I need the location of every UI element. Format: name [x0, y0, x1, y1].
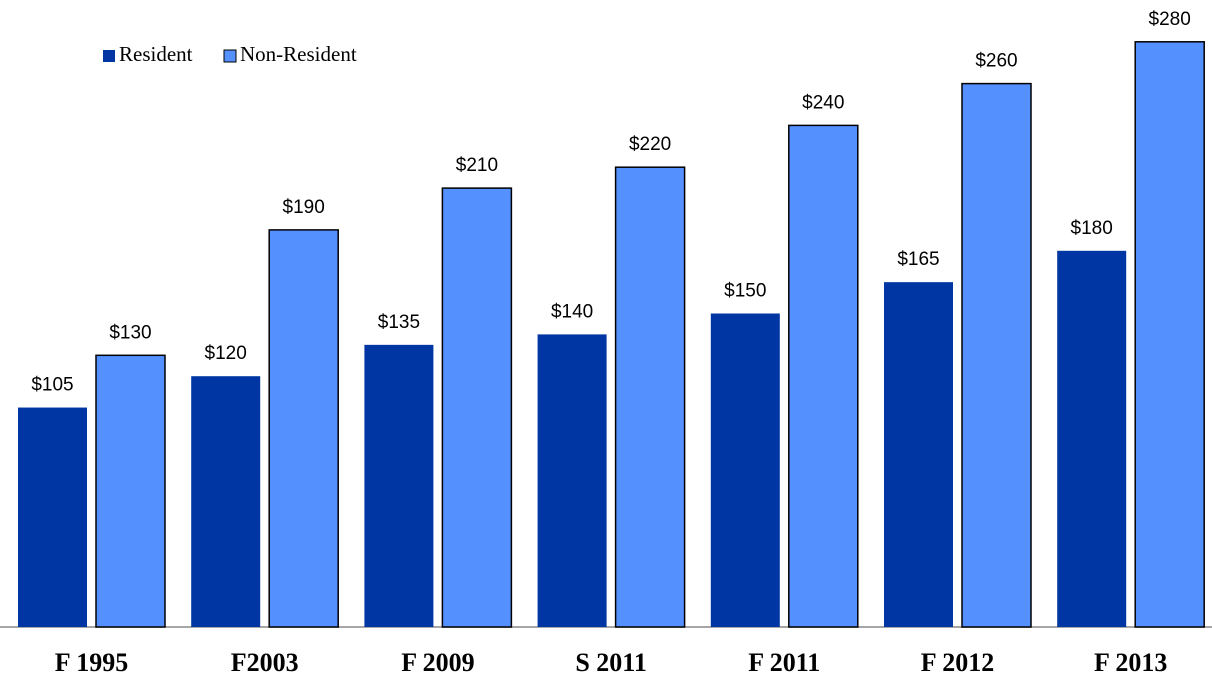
- bar: [364, 344, 434, 627]
- bar: [884, 282, 953, 627]
- data-label: $220: [629, 134, 671, 155]
- bar: [18, 407, 87, 627]
- bar: [961, 82, 1032, 628]
- data-label: $190: [283, 197, 325, 218]
- bar: [441, 187, 513, 628]
- x-tick-label: F 2012: [921, 648, 994, 677]
- bar: [1134, 41, 1205, 628]
- x-tick-label: F 1995: [55, 648, 128, 677]
- bar: [788, 124, 859, 628]
- data-label: $165: [897, 249, 939, 270]
- data-label: $180: [1071, 218, 1113, 239]
- bar: [537, 334, 607, 627]
- x-tick-label: F 2009: [401, 648, 474, 677]
- legend-label: Resident: [119, 42, 193, 66]
- data-label: $130: [109, 322, 151, 343]
- data-label: $240: [802, 92, 844, 113]
- data-label: $105: [31, 375, 73, 396]
- data-label: $210: [456, 155, 498, 176]
- bar: [268, 229, 339, 628]
- bar: [95, 354, 166, 628]
- bar: [614, 166, 686, 628]
- data-label: $280: [1149, 9, 1191, 30]
- legend-label: Non-Resident: [240, 42, 357, 66]
- data-label: $150: [724, 281, 766, 302]
- x-tick-label: S 2011: [575, 648, 647, 677]
- x-tick-label: F 2011: [748, 648, 820, 677]
- x-tick-label: F2003: [231, 648, 299, 677]
- bar: [710, 313, 780, 627]
- data-label: $140: [551, 301, 593, 322]
- legend-swatch: [103, 50, 115, 62]
- data-label: $260: [975, 51, 1017, 72]
- bar: [191, 376, 261, 627]
- data-label: $135: [378, 312, 420, 333]
- bar: [1057, 250, 1127, 628]
- legend-swatch: [223, 49, 237, 63]
- x-tick-label: F 2013: [1094, 648, 1167, 677]
- data-label: $120: [205, 343, 247, 364]
